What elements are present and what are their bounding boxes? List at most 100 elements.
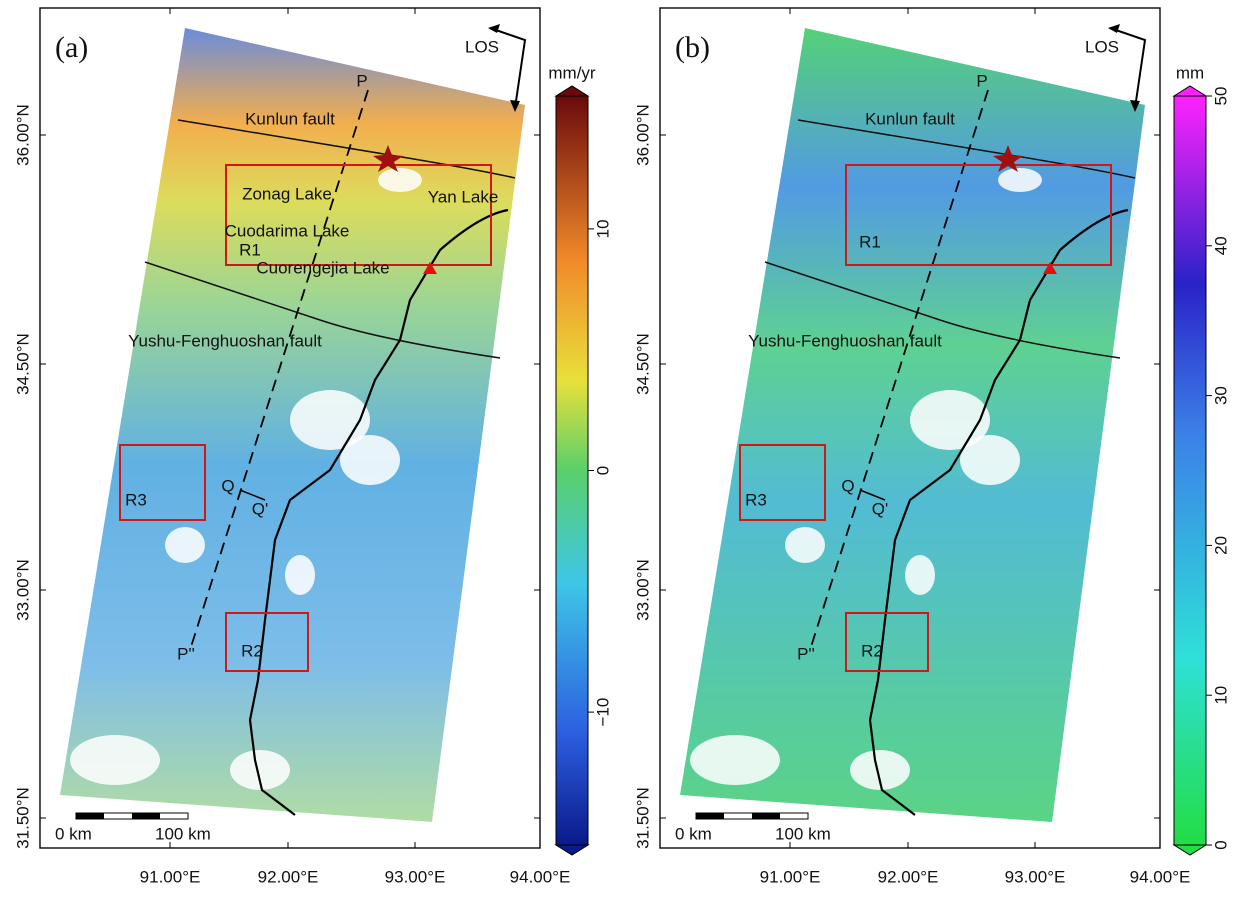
map-frame-outline — [39, 7, 541, 849]
region-box — [739, 444, 826, 521]
map-annotation: P — [356, 71, 367, 90]
map-annotation: Q' — [872, 499, 888, 518]
colorbar-tick-label: 50 — [1211, 87, 1230, 106]
region-box — [225, 164, 492, 266]
colorbar-cap — [554, 85, 590, 97]
map-annotation: Q — [221, 476, 234, 495]
map-annotation: Cuodarima Lake — [225, 221, 350, 240]
map-annotation: R2 — [241, 641, 263, 660]
lat-label: 31.50°N — [13, 787, 32, 849]
lon-label: 91.00°E — [760, 867, 821, 886]
mask-patch — [998, 168, 1042, 192]
mask-patch — [690, 735, 780, 785]
profile-line — [189, 89, 369, 651]
panel: (a) LOS P Kunlun fault Zonag Lake Yan Lake Cuo… — [13, 7, 612, 886]
colorbar-tick-label: 40 — [1211, 236, 1230, 255]
mask-patch — [285, 555, 315, 595]
kunlun-fault — [797, 119, 1136, 179]
scale-label: 0 km — [55, 824, 92, 843]
mask-patch — [230, 750, 290, 790]
los-label: LOS — [465, 37, 499, 56]
lat-label: 33.00°N — [13, 559, 32, 621]
scale-label: 100 km — [155, 824, 211, 843]
map-annotation: Q' — [252, 499, 268, 518]
region-box — [119, 444, 206, 521]
lon-label: 94.00°E — [510, 867, 571, 886]
map-annotation: Kunlun fault — [245, 109, 335, 128]
los-arrowhead — [1130, 100, 1140, 112]
mask-patch — [70, 735, 160, 785]
colorbar-unit: mm — [1176, 63, 1204, 82]
mask-patch — [785, 527, 825, 563]
profile-line — [809, 89, 989, 651]
colorbar-tick-label: 20 — [1211, 536, 1230, 555]
epicenter-star — [373, 145, 403, 172]
scale-bar-segment — [696, 813, 724, 819]
lat-label: 34.50°N — [13, 333, 32, 395]
colorbar-unit: mm/yr — [548, 63, 596, 82]
colorbar-tick-label: 30 — [1211, 386, 1230, 405]
map-annotation: Yushu-Fenghuoshan fault — [128, 331, 322, 350]
map-annotation: R1 — [859, 232, 881, 251]
mask-patch — [960, 435, 1020, 485]
yushu-fault — [144, 261, 501, 359]
panel-label: (a) — [55, 31, 88, 64]
region-box — [845, 612, 929, 672]
mask-patch — [165, 527, 205, 563]
los-arrow — [1109, 27, 1147, 109]
lon-label: 93.00°E — [385, 867, 446, 886]
map-frame-outline — [659, 7, 1161, 849]
panel-label: (b) — [675, 31, 710, 64]
kunlun-fault — [177, 119, 516, 179]
lat-label: 34.50°N — [633, 333, 652, 395]
lon-label: 94.00°E — [1130, 867, 1191, 886]
panel: (b) LOS P Kunlun fault R1 Yushu-Fenghuoshan f… — [633, 7, 1230, 886]
lon-label: 92.00°E — [878, 867, 939, 886]
scale-label: 100 km — [775, 824, 831, 843]
colorbar-cap — [1172, 844, 1208, 856]
colorbar-tick-label: 10 — [1211, 686, 1230, 705]
map-annotation: Cuorengejia Lake — [256, 258, 389, 277]
scale-bar-segment — [132, 813, 160, 819]
map-annotation: P'' — [797, 644, 815, 663]
epicenter-star — [993, 145, 1023, 172]
lon-label: 91.00°E — [140, 867, 201, 886]
map-annotation: P — [976, 71, 987, 90]
mask-patch — [905, 555, 935, 595]
colorbar — [555, 95, 589, 846]
los-arrowhead — [488, 24, 500, 33]
colorbar-tick-label: 0 — [593, 466, 612, 475]
station-triangle — [423, 262, 437, 274]
lon-label: 92.00°E — [258, 867, 319, 886]
los-arrow — [489, 27, 527, 109]
region-box — [845, 164, 1112, 266]
lat-label: 33.00°N — [633, 559, 652, 621]
colorbar-tick-label: 10 — [593, 219, 612, 238]
lat-label: 36.00°N — [633, 104, 652, 166]
profile-q — [239, 489, 266, 501]
profile-q — [859, 489, 886, 501]
yushu-fault — [764, 261, 1121, 359]
colorbar — [1173, 95, 1207, 846]
lat-label: 31.50°N — [633, 787, 652, 849]
colorbar-cap — [554, 844, 590, 856]
map-annotation: Q — [841, 476, 854, 495]
scale-bar-segment — [752, 813, 780, 819]
los-arrowhead — [510, 100, 520, 112]
colorbar-tick-label: 0 — [1211, 840, 1230, 849]
map-annotation: R1 — [239, 240, 261, 259]
map-annotation: R2 — [861, 641, 883, 660]
map-annotation: Kunlun fault — [865, 109, 955, 128]
mask-patch — [850, 750, 910, 790]
colorbar-tick-label: −10 — [593, 698, 612, 727]
station-triangle — [1043, 262, 1057, 274]
map-annotation: Yan Lake — [428, 187, 499, 206]
lat-label: 36.00°N — [13, 104, 32, 166]
colorbar-cap — [1172, 85, 1208, 97]
scale-label: 0 km — [675, 824, 712, 843]
map-annotation: R3 — [125, 490, 147, 509]
map-annotation: P'' — [177, 644, 195, 663]
scale-bar-segment — [76, 813, 104, 819]
